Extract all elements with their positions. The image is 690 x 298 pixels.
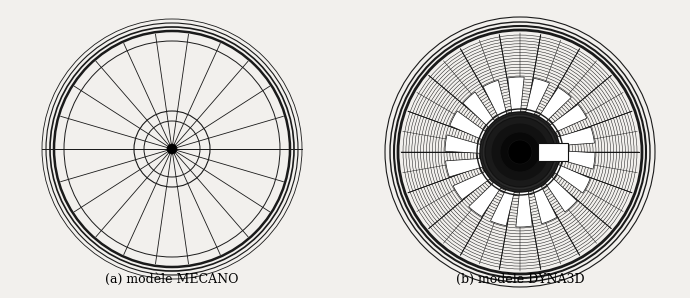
Polygon shape (552, 163, 590, 193)
Ellipse shape (485, 117, 555, 187)
Polygon shape (469, 180, 503, 217)
Text: (b) modèle DYNA3D: (b) modèle DYNA3D (455, 273, 584, 286)
Polygon shape (525, 78, 549, 117)
Polygon shape (554, 127, 595, 146)
Ellipse shape (480, 112, 560, 192)
Ellipse shape (167, 144, 177, 154)
Polygon shape (516, 188, 532, 227)
Polygon shape (508, 77, 524, 116)
Ellipse shape (508, 140, 532, 164)
Polygon shape (446, 158, 486, 177)
Ellipse shape (492, 124, 548, 180)
Polygon shape (483, 80, 508, 121)
Polygon shape (450, 111, 488, 141)
Polygon shape (538, 87, 571, 124)
Text: (a) modèle MECANO: (a) modèle MECANO (106, 273, 239, 286)
Polygon shape (445, 135, 484, 153)
Polygon shape (547, 104, 587, 134)
Bar (538, 143, 568, 161)
Ellipse shape (500, 132, 540, 172)
Polygon shape (463, 92, 496, 129)
Polygon shape (491, 187, 515, 226)
Polygon shape (453, 170, 493, 200)
Polygon shape (544, 175, 577, 212)
Polygon shape (556, 150, 595, 169)
Polygon shape (533, 183, 557, 224)
